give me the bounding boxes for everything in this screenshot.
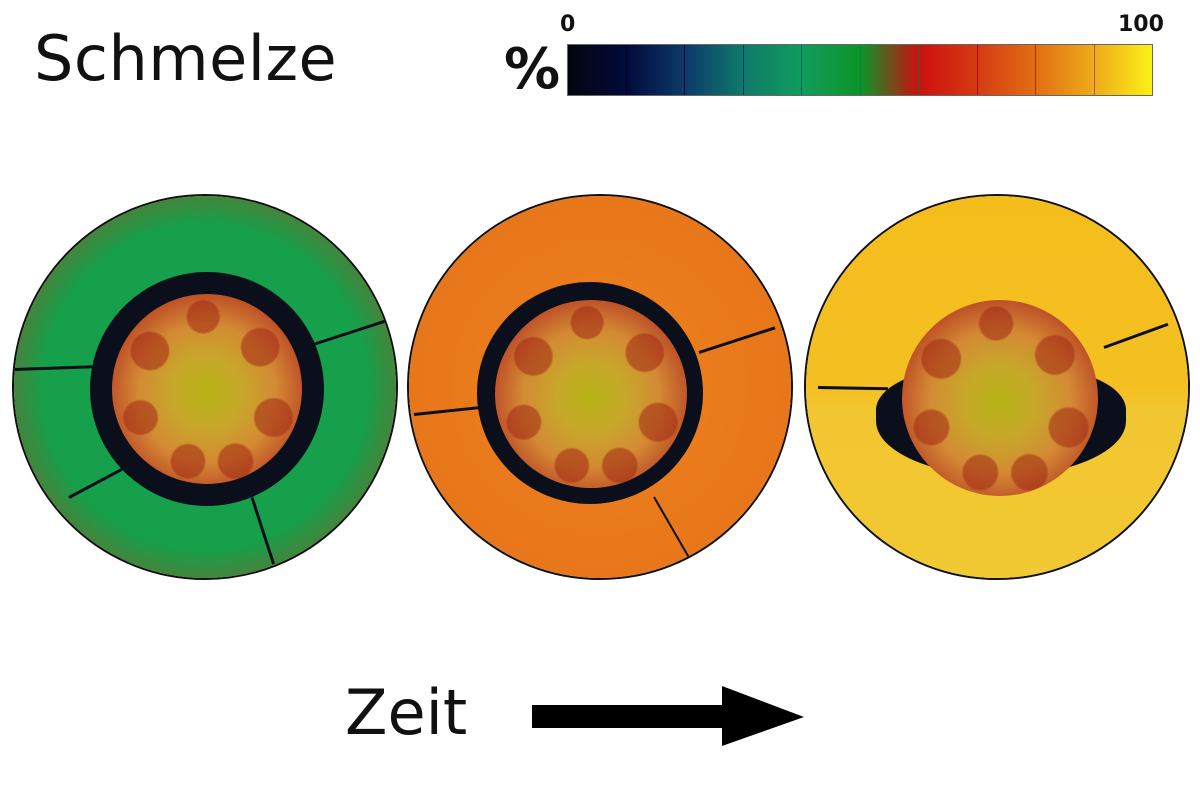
colorbar-segment	[1094, 45, 1152, 95]
core-region	[495, 300, 687, 488]
colorbar-segment	[568, 45, 627, 95]
sample-circle-late	[804, 194, 1190, 580]
colorbar-segment	[802, 45, 861, 95]
colorbar	[567, 44, 1153, 96]
time-axis-label: Zeit	[345, 676, 468, 749]
sample-circle-middle	[407, 194, 793, 580]
colorbar-segment	[919, 45, 978, 95]
colorbar-max-label: 100	[1118, 12, 1164, 37]
colorbar-segment	[685, 45, 744, 95]
colorbar-min-label: 0	[560, 12, 576, 37]
colorbar-segment	[626, 45, 685, 95]
right-arrow-icon	[532, 686, 807, 752]
core-region	[902, 300, 1098, 496]
colorbar-unit-label: %	[504, 37, 561, 102]
diagram-title: Schmelze	[34, 22, 338, 95]
core-region	[112, 294, 302, 484]
sample-circle-early	[12, 194, 398, 580]
colorbar-segment	[860, 45, 919, 95]
colorbar-segment	[977, 45, 1036, 95]
colorbar-segment	[743, 45, 802, 95]
colorbar-segment	[1036, 45, 1095, 95]
